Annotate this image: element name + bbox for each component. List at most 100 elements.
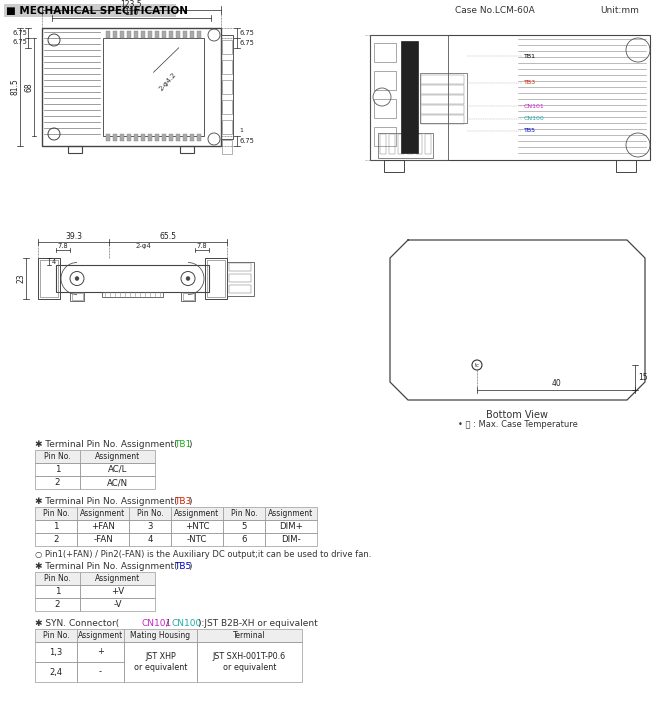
Text: 1: 1	[55, 587, 60, 596]
Bar	[35, 662, 77, 682]
Bar	[374, 99, 396, 118]
Bar	[222, 60, 232, 74]
Text: Pin No.: Pin No.	[230, 509, 257, 518]
Text: 2-φ4.2: 2-φ4.2	[159, 72, 178, 93]
Bar	[176, 31, 180, 38]
Bar	[129, 507, 171, 520]
Bar	[102, 292, 163, 297]
Bar	[56, 265, 209, 292]
Bar	[401, 41, 418, 153]
Text: 6.75: 6.75	[239, 40, 254, 46]
Text: 15: 15	[638, 373, 648, 382]
Bar	[103, 38, 204, 136]
Text: -FAN: -FAN	[93, 535, 113, 544]
Bar	[227, 262, 254, 296]
Bar	[80, 572, 155, 585]
Text: 123.5: 123.5	[121, 0, 142, 9]
Text: TB3: TB3	[174, 497, 191, 506]
Bar	[229, 285, 251, 293]
Text: AC/L: AC/L	[108, 465, 127, 474]
Text: 2: 2	[55, 478, 60, 487]
Bar	[129, 533, 171, 546]
Text: TB1: TB1	[524, 54, 536, 59]
Bar	[77, 662, 124, 682]
Bar	[265, 533, 317, 546]
Bar	[134, 134, 138, 141]
Bar	[35, 476, 80, 489]
Bar	[370, 35, 650, 160]
Text: Pin No.: Pin No.	[43, 509, 69, 518]
Text: 2: 2	[55, 600, 60, 609]
Text: 3: 3	[147, 522, 153, 531]
Text: -V: -V	[113, 600, 122, 609]
Text: Pin No.: Pin No.	[44, 452, 71, 461]
Bar	[80, 598, 155, 611]
Bar	[106, 31, 110, 38]
Bar	[148, 134, 152, 141]
Text: 2: 2	[53, 535, 59, 544]
Text: 1: 1	[239, 128, 243, 134]
Bar	[183, 31, 187, 38]
Text: 6.75: 6.75	[12, 39, 27, 45]
Text: ■ MECHANICAL SPECIFICATION: ■ MECHANICAL SPECIFICATION	[6, 6, 188, 16]
Bar	[223, 520, 265, 533]
Bar	[35, 598, 80, 611]
Text: CN101: CN101	[141, 619, 172, 628]
Text: Pin No.: Pin No.	[44, 574, 71, 583]
Text: +NTC: +NTC	[185, 522, 209, 531]
Text: TB1: TB1	[174, 440, 191, 449]
Bar	[124, 642, 197, 682]
Bar	[113, 31, 117, 38]
Bar	[421, 115, 464, 124]
Text: 6.75: 6.75	[239, 30, 254, 36]
Bar	[35, 450, 80, 463]
Bar	[374, 127, 396, 146]
Text: Bottom View: Bottom View	[486, 410, 549, 420]
Bar	[127, 134, 131, 141]
Bar	[70, 292, 84, 301]
Text: CN101: CN101	[524, 103, 545, 108]
Bar	[176, 134, 180, 141]
Bar	[197, 629, 302, 642]
Bar	[42, 28, 221, 146]
Text: Assignment: Assignment	[95, 574, 140, 583]
Circle shape	[186, 277, 190, 280]
Bar	[124, 629, 197, 642]
Text: TB5: TB5	[524, 128, 536, 134]
Bar	[162, 31, 166, 38]
Text: 2,4: 2,4	[50, 668, 62, 677]
Bar	[127, 31, 131, 38]
Bar	[169, 134, 173, 141]
Circle shape	[75, 277, 79, 280]
Text: Assignment: Assignment	[95, 452, 140, 461]
Text: Terminal: Terminal	[233, 631, 266, 640]
Bar	[113, 134, 117, 141]
Text: JST SXH-001T-P0.6
or equivalent: JST SXH-001T-P0.6 or equivalent	[213, 652, 286, 672]
Text: AC/N: AC/N	[107, 478, 128, 487]
Bar	[141, 134, 145, 141]
Bar	[77, 629, 124, 642]
Bar	[374, 43, 396, 62]
Text: 1: 1	[55, 465, 60, 474]
Text: DIM-: DIM-	[281, 535, 301, 544]
Bar	[171, 533, 223, 546]
Bar	[171, 507, 223, 520]
Bar	[106, 134, 110, 141]
Bar	[420, 73, 467, 123]
Bar	[77, 533, 129, 546]
Bar	[378, 133, 433, 158]
Bar	[35, 572, 80, 585]
Bar	[205, 258, 227, 299]
Text: 1,3: 1,3	[50, 648, 62, 656]
Bar	[222, 120, 232, 134]
Text: ✱ Terminal Pin No. Assignment(: ✱ Terminal Pin No. Assignment(	[35, 497, 178, 506]
Bar	[120, 134, 124, 141]
Bar	[80, 585, 155, 598]
Text: JST XHP
or equivalent: JST XHP or equivalent	[134, 652, 187, 672]
Text: 39.3: 39.3	[65, 232, 82, 241]
Bar	[129, 520, 171, 533]
Bar	[421, 95, 464, 104]
Bar	[380, 134, 386, 154]
Text: 7.8: 7.8	[58, 243, 68, 249]
Text: 2-φ4: 2-φ4	[136, 243, 152, 249]
